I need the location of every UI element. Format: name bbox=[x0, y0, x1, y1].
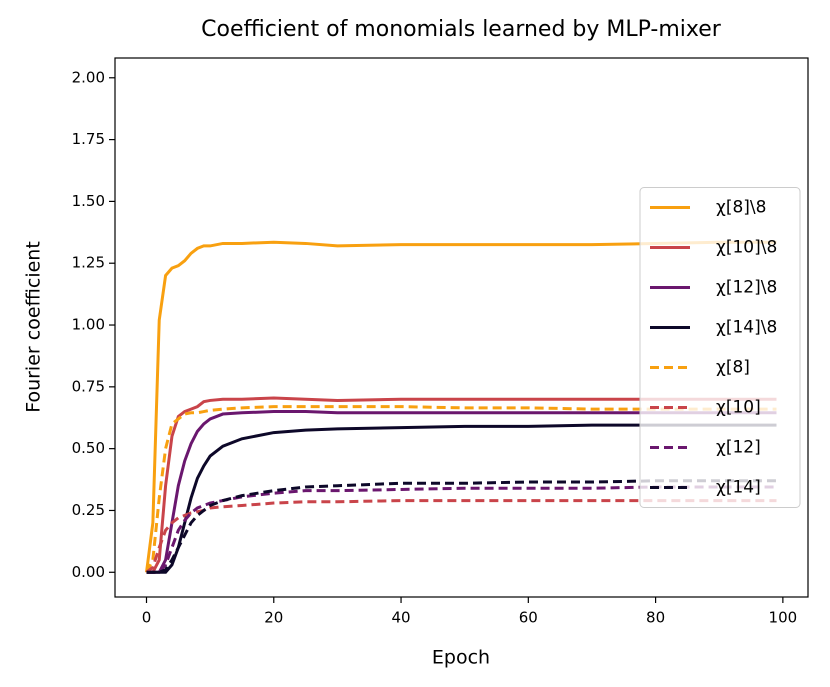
x-tick-label: 0 bbox=[142, 609, 152, 627]
legend-label: χ[10]\8 bbox=[716, 238, 777, 258]
x-tick-label: 20 bbox=[264, 609, 283, 627]
series-line bbox=[146, 396, 777, 574]
x-tick-label: 60 bbox=[519, 609, 538, 627]
series-line bbox=[145, 405, 777, 573]
legend-label: χ[14] bbox=[716, 478, 761, 498]
y-tick-label: 2.00 bbox=[72, 68, 105, 86]
y-axis-label: Fourier coefficient bbox=[23, 241, 45, 413]
legend-label: χ[8]\8 bbox=[716, 198, 766, 218]
legend-label: χ[12]\8 bbox=[716, 278, 777, 298]
chart-title: Coefficient of monomials learned by MLP-… bbox=[201, 17, 722, 42]
y-tick-label: 0.00 bbox=[72, 563, 105, 581]
y-tick-label: 0.75 bbox=[72, 377, 105, 395]
legend-box bbox=[639, 187, 801, 508]
y-tick-label: 0.25 bbox=[72, 501, 105, 519]
legend-label: χ[8] bbox=[716, 358, 750, 378]
x-axis-label: Epoch bbox=[432, 647, 490, 669]
y-tick-label: 1.75 bbox=[72, 130, 105, 148]
plot-frame bbox=[114, 57, 809, 598]
series-line bbox=[146, 410, 777, 574]
x-tick-label: 100 bbox=[769, 609, 798, 627]
y-tick-label: 1.00 bbox=[72, 316, 105, 334]
series-line bbox=[146, 423, 777, 574]
legend-label: χ[10] bbox=[716, 398, 761, 418]
y-tick-label: 1.25 bbox=[72, 254, 105, 272]
series-line bbox=[145, 499, 777, 574]
x-tick-label: 40 bbox=[391, 609, 410, 627]
y-tick-label: 1.50 bbox=[72, 192, 105, 210]
legend-label: χ[14]\8 bbox=[716, 318, 777, 338]
x-tick-label: 80 bbox=[646, 609, 665, 627]
series-line bbox=[145, 240, 777, 573]
series-line bbox=[146, 479, 777, 574]
y-tick-label: 0.50 bbox=[72, 439, 105, 457]
legend-label: χ[12] bbox=[716, 438, 761, 458]
